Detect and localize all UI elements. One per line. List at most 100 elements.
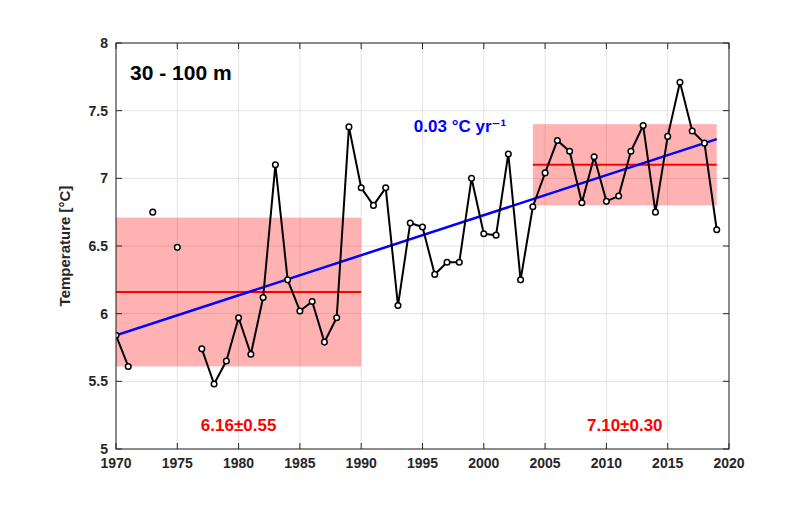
x-tick-label: 2005 bbox=[530, 455, 561, 471]
data-point bbox=[432, 272, 438, 278]
plot-frame bbox=[116, 43, 729, 449]
data-point bbox=[456, 259, 462, 265]
data-point bbox=[444, 259, 450, 265]
y-tick bbox=[116, 449, 122, 450]
y-tick-right bbox=[723, 449, 729, 450]
y-tick-right bbox=[723, 43, 729, 44]
mean-line bbox=[116, 291, 361, 293]
y-axis-label: Temperature [°C] bbox=[56, 186, 73, 307]
data-point bbox=[702, 140, 708, 146]
data-point bbox=[199, 346, 205, 352]
y-tick-label: 5 bbox=[100, 441, 108, 457]
data-point bbox=[640, 123, 646, 129]
y-tick bbox=[116, 313, 122, 314]
x-tick-top bbox=[422, 43, 423, 49]
data-point bbox=[150, 209, 156, 215]
x-tick-top bbox=[238, 43, 239, 49]
std-band bbox=[533, 124, 717, 205]
data-point bbox=[604, 199, 610, 205]
y-tick bbox=[116, 43, 122, 44]
y-tick-label: 7.5 bbox=[89, 103, 109, 119]
x-tick-label: 2015 bbox=[652, 455, 683, 471]
y-tick bbox=[116, 110, 122, 111]
period-label: 7.10±0.30 bbox=[587, 416, 663, 435]
x-tick bbox=[299, 443, 300, 449]
data-point bbox=[506, 151, 512, 157]
mean-line bbox=[533, 164, 717, 166]
y-tick bbox=[116, 178, 122, 179]
x-tick-label: 1975 bbox=[162, 455, 193, 471]
y-tick-right bbox=[723, 313, 729, 314]
plot-area bbox=[116, 79, 720, 386]
data-point bbox=[260, 295, 266, 301]
y-tick-label: 6.5 bbox=[89, 238, 109, 254]
y-grid-line bbox=[116, 110, 729, 111]
title: 30 - 100 m bbox=[130, 61, 232, 84]
data-point bbox=[224, 358, 230, 364]
data-point bbox=[567, 148, 573, 154]
x-tick bbox=[483, 443, 484, 449]
data-point bbox=[481, 231, 487, 237]
data-point bbox=[236, 315, 242, 321]
x-tick-top bbox=[667, 43, 668, 49]
data-point bbox=[689, 128, 695, 134]
data-point bbox=[555, 138, 561, 144]
y-tick-label: 6 bbox=[100, 306, 108, 322]
x-tick-top bbox=[606, 43, 607, 49]
x-tick-top bbox=[177, 43, 178, 49]
chart: 1970 1975 1980 1985 1990 1995 2000 2005 2010 2015… bbox=[0, 0, 804, 509]
y-tick-label: 5.5 bbox=[89, 373, 109, 389]
y-tick bbox=[116, 246, 122, 247]
y-tick-right bbox=[723, 178, 729, 179]
x-tick-top bbox=[545, 43, 546, 49]
data-point bbox=[125, 364, 131, 370]
x-tick-label: 2010 bbox=[591, 455, 622, 471]
data-point bbox=[579, 200, 585, 206]
data-line bbox=[116, 82, 717, 384]
data-point bbox=[346, 124, 352, 130]
data-point bbox=[371, 203, 377, 209]
std-band bbox=[116, 218, 361, 367]
period-label: 6.16±0.55 bbox=[201, 416, 277, 435]
data-point bbox=[714, 227, 720, 233]
data-point bbox=[628, 148, 634, 154]
data-point bbox=[273, 162, 279, 168]
trend-annotation: 0.03 °C yr⁻¹ bbox=[414, 117, 507, 136]
data-point bbox=[591, 154, 597, 160]
data-point bbox=[493, 232, 499, 238]
y-tick-label: 7 bbox=[100, 170, 108, 186]
x-tick bbox=[667, 443, 668, 449]
data-point bbox=[175, 245, 181, 251]
data-point bbox=[653, 209, 659, 215]
data-point bbox=[248, 351, 254, 357]
x-tick bbox=[606, 443, 607, 449]
x-tick-label: 2000 bbox=[468, 455, 499, 471]
data-point bbox=[677, 79, 683, 85]
y-tick-label: 8 bbox=[100, 35, 108, 51]
x-tick-label: 1990 bbox=[346, 455, 377, 471]
y-tick-right bbox=[723, 246, 729, 247]
x-tick-top bbox=[483, 43, 484, 49]
data-point bbox=[665, 134, 671, 140]
axes: 1970 1975 1980 1985 1990 1995 2000 2005 2010 2015… bbox=[89, 35, 745, 471]
x-tick-top bbox=[361, 43, 362, 49]
data-point bbox=[285, 277, 291, 283]
x-tick-top bbox=[729, 43, 730, 49]
x-tick-label: 1995 bbox=[407, 455, 438, 471]
x-tick-top bbox=[299, 43, 300, 49]
x-tick-label: 1970 bbox=[100, 455, 131, 471]
x-tick bbox=[361, 443, 362, 449]
y-tick-right bbox=[723, 110, 729, 111]
data-point bbox=[407, 220, 413, 226]
x-tick bbox=[422, 443, 423, 449]
data-point bbox=[309, 299, 315, 305]
data-point bbox=[395, 303, 401, 309]
x-tick-label: 1985 bbox=[284, 455, 315, 471]
data-point bbox=[297, 308, 303, 314]
x-tick-label: 2020 bbox=[713, 455, 744, 471]
data-point bbox=[616, 193, 622, 199]
grid bbox=[116, 43, 729, 449]
x-tick-label: 1980 bbox=[223, 455, 254, 471]
data-point bbox=[469, 176, 475, 182]
data-point bbox=[322, 339, 328, 345]
